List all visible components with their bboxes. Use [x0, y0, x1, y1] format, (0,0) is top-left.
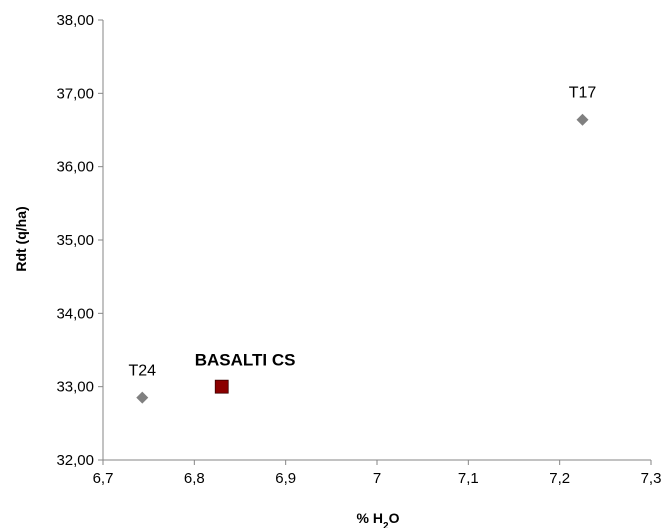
- y-tick-label: 38,00: [56, 12, 94, 29]
- data-point-diamond: [136, 391, 149, 404]
- y-axis-ticks: 32,00 33,00 34,00 35,00 36,00 37,00 38,00: [56, 12, 103, 469]
- data-points: T24 BASALTI CS T17: [128, 85, 596, 404]
- data-point-diamond: [576, 113, 589, 126]
- x-axis-ticks: 6,7 6,8 6,9 7 7,1 7,2 7,3: [93, 460, 662, 487]
- x-tick-label: 6,7: [93, 470, 114, 487]
- y-axis-title: Rdt (q/ha): [13, 206, 29, 271]
- data-point-square: [214, 379, 229, 394]
- x-tick-label: 7,1: [458, 470, 479, 487]
- x-axis-title: % H2O: [357, 510, 400, 528]
- y-tick-label: 33,00: [56, 379, 94, 396]
- data-label: T17: [569, 85, 597, 102]
- x-tick-label: 7,2: [549, 470, 570, 487]
- x-tick-label: 7: [373, 470, 381, 487]
- y-tick-label: 37,00: [56, 85, 94, 102]
- y-tick-label: 35,00: [56, 232, 94, 249]
- x-tick-label: 6,8: [184, 470, 205, 487]
- y-tick-label: 32,00: [56, 452, 94, 469]
- x-tick-label: 7,3: [641, 470, 662, 487]
- y-tick-label: 34,00: [56, 305, 94, 322]
- data-label: BASALTI CS: [195, 351, 296, 370]
- y-tick-label: 36,00: [56, 159, 94, 176]
- x-tick-label: 6,9: [275, 470, 296, 487]
- data-label: T24: [128, 363, 156, 380]
